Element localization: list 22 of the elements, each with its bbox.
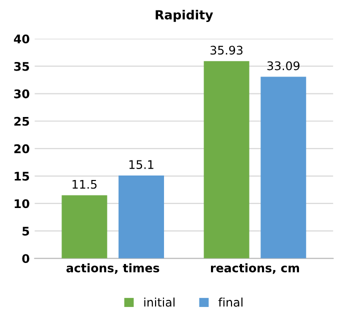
data-label: 35.93 <box>210 46 242 55</box>
y-tick-label: 35 <box>14 62 30 71</box>
data-label: 33.09 <box>267 61 300 70</box>
x-tick-label: reactions, cm <box>210 263 299 274</box>
legend-label: initial <box>144 298 175 307</box>
y-tick-label: 10 <box>14 199 30 208</box>
data-label: 11.5 <box>72 180 97 189</box>
legend-label: final <box>218 298 242 307</box>
y-tick-label: 15 <box>14 172 30 181</box>
y-tick-label: 20 <box>14 144 30 154</box>
y-tick-label: 40 <box>14 34 30 44</box>
y-tick-label: 5 <box>22 226 30 236</box>
y-tick-label: 25 <box>14 116 30 126</box>
bar <box>118 175 164 258</box>
bar <box>260 76 306 258</box>
data-label: 15.1 <box>129 160 154 170</box>
bar <box>204 61 250 258</box>
chart-title: Rapidity <box>156 10 214 22</box>
x-tick-label: actions, times <box>66 263 160 274</box>
y-tick-label: 0 <box>22 254 30 264</box>
y-tick-label: 30 <box>14 89 30 98</box>
bar <box>62 195 108 258</box>
